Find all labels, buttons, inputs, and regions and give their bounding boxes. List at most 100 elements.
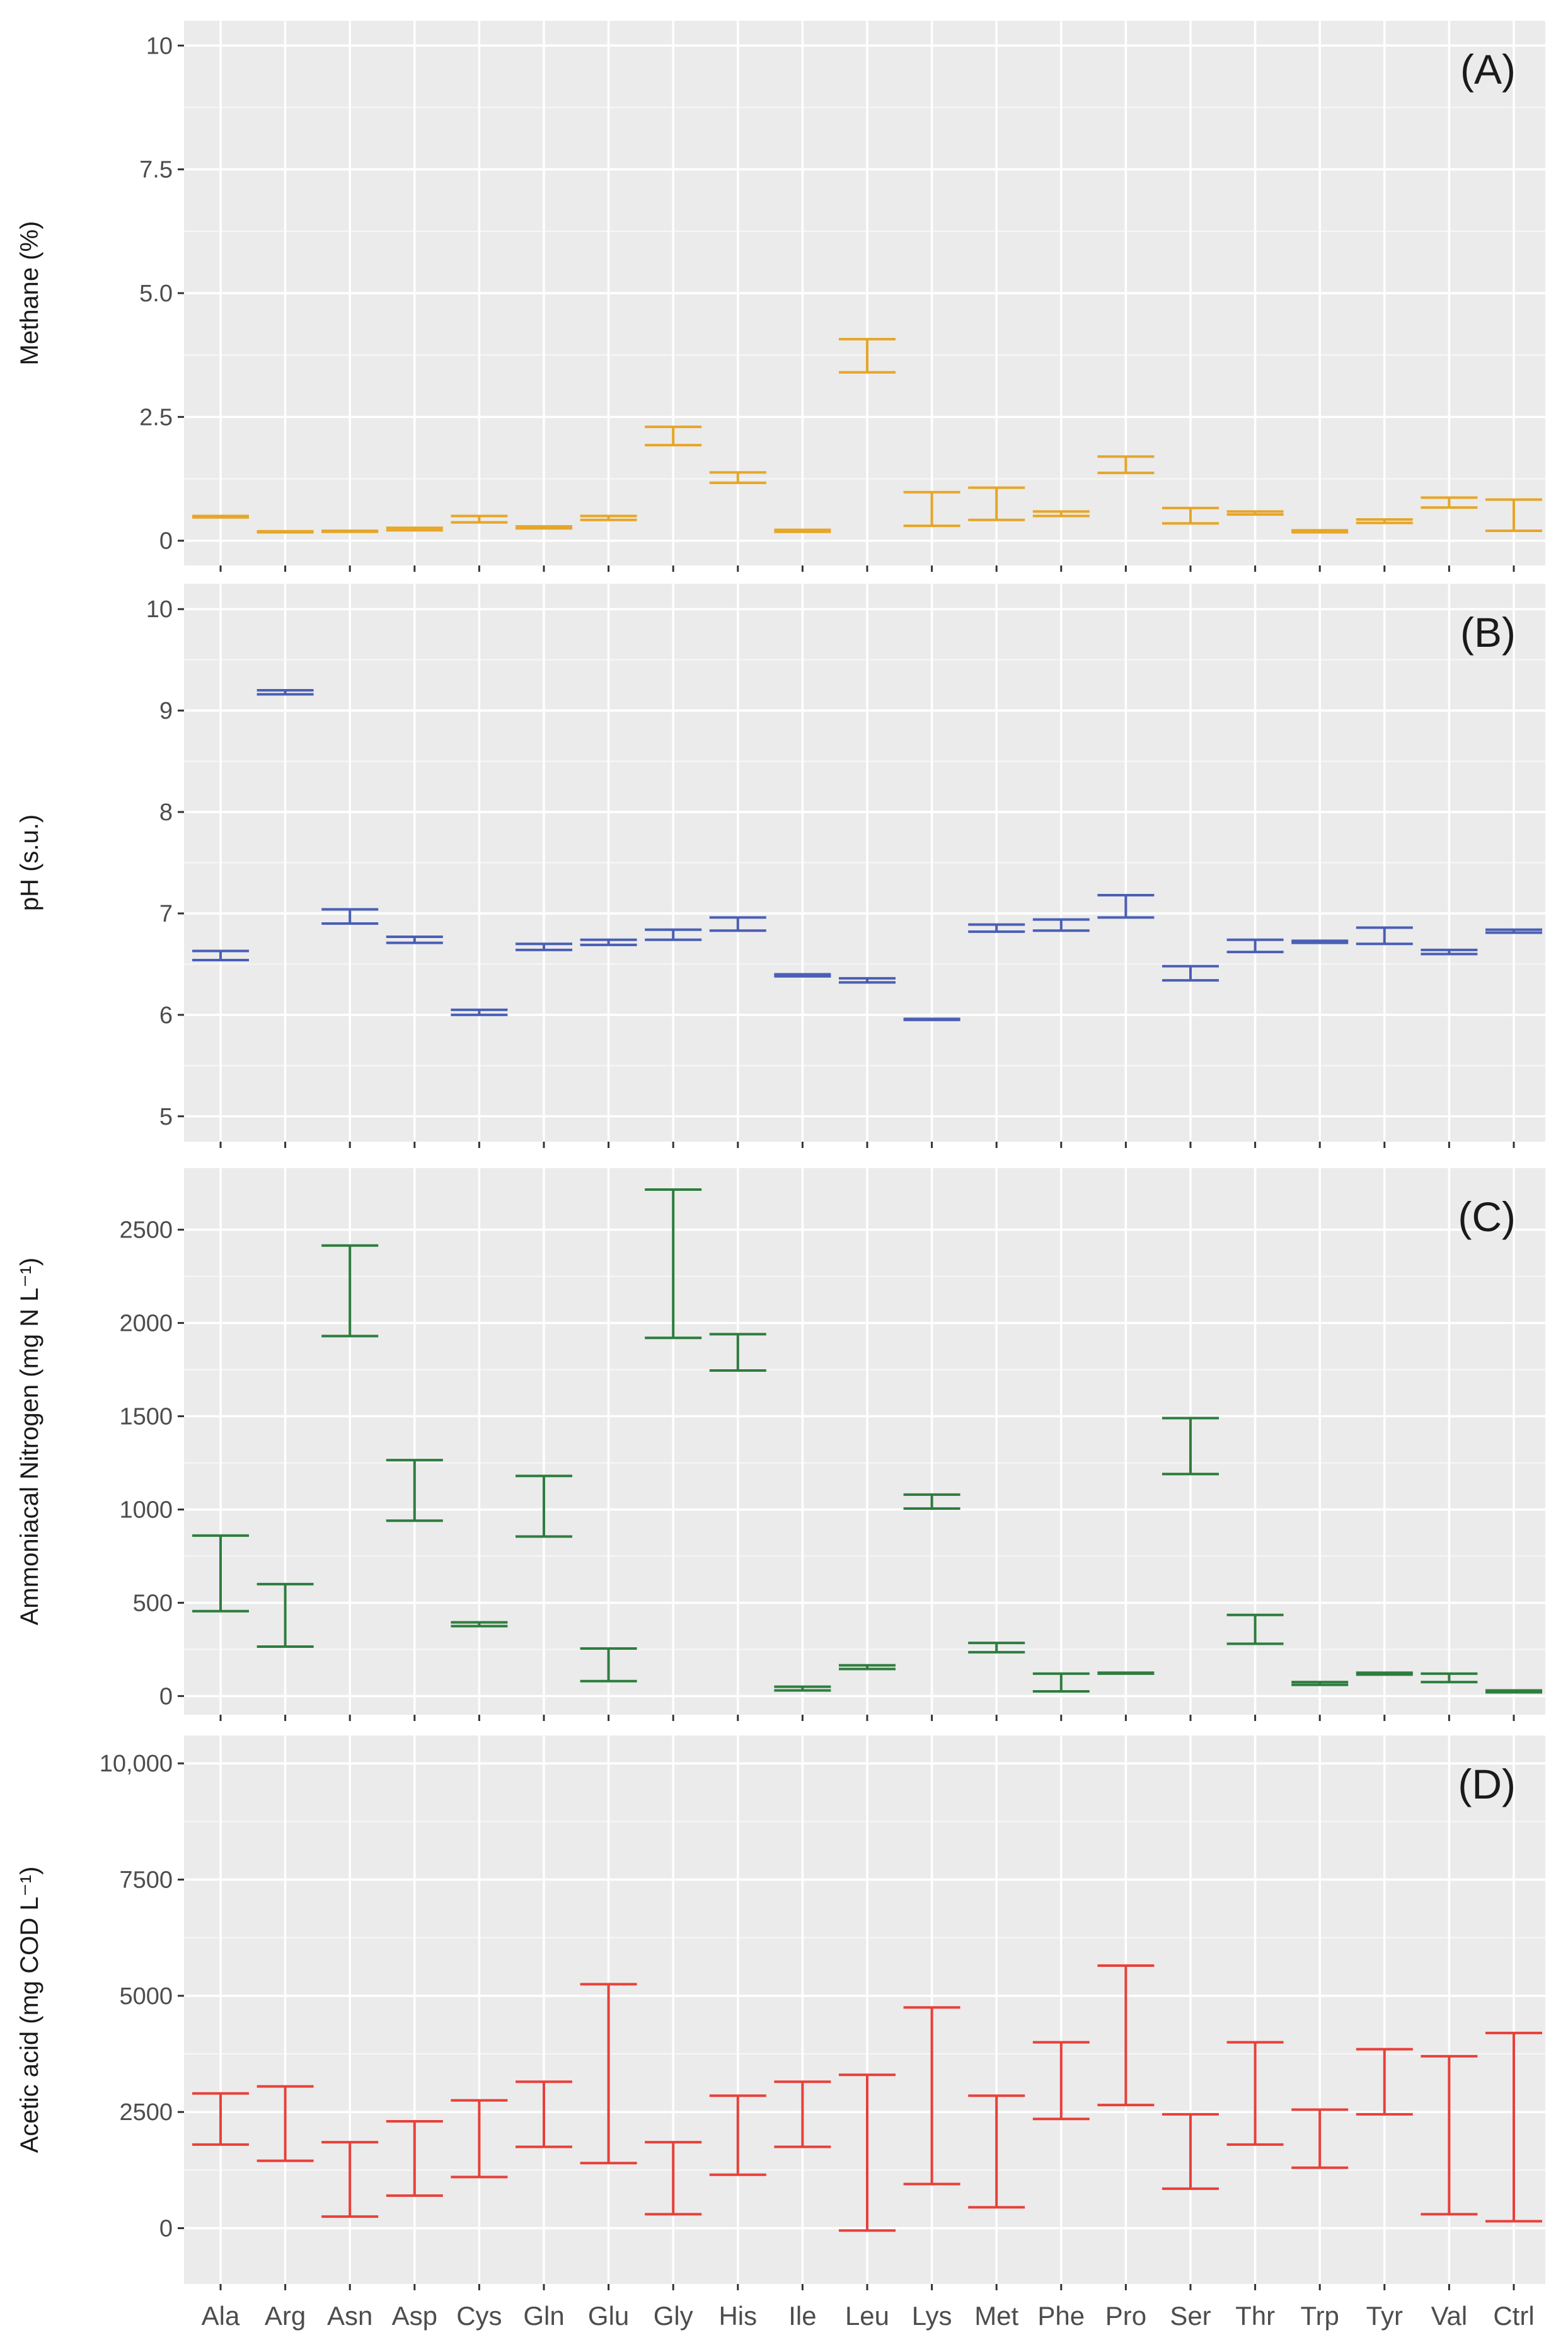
errorbar-arg — [257, 1582, 314, 1648]
errorbar-pro — [1097, 455, 1155, 475]
panel-background — [184, 1168, 1545, 1715]
panel-background — [184, 1736, 1545, 2284]
y-tick-label: 5 — [159, 1104, 173, 1130]
y-tick-label: 6 — [159, 1002, 173, 1029]
errorbar-asp — [386, 526, 443, 532]
errorbar-ala — [192, 514, 249, 519]
errorbar-thr — [1226, 2041, 1284, 2146]
errorbar-cys — [451, 2099, 508, 2179]
x-tick-label-val: Val — [1431, 2301, 1468, 2331]
errorbar-tyr — [1356, 1671, 1413, 1676]
y-tick-label: 0 — [159, 528, 173, 555]
errorbar-gln — [516, 2080, 572, 2148]
panel-b: 5 6 7 8 9 10 pH (s.u.) (B) — [16, 584, 1545, 1148]
errorbar-tyr — [1356, 518, 1413, 524]
errorbar-asn — [321, 530, 379, 533]
errorbar-phe — [1032, 1672, 1090, 1693]
errorbar-met — [968, 486, 1025, 521]
errorbar-leu — [839, 1664, 896, 1671]
y-tick-label: 10 — [146, 33, 173, 59]
y-tick-label: 1500 — [119, 1404, 173, 1430]
errorbar-ala — [192, 949, 249, 961]
x-tick-label-ser: Ser — [1170, 2301, 1211, 2331]
panel-label: (D) — [1458, 1761, 1516, 1807]
panel-d: 0 2500 5000 7500 10,000 Acetic acid (mg COD L… — [16, 1736, 1545, 2290]
errorbar-met — [968, 2094, 1025, 2209]
errorbar-thr — [1226, 938, 1284, 954]
errorbar-ctrl — [1485, 2031, 1542, 2223]
errorbar-ctrl — [1485, 928, 1542, 934]
errorbar-trp — [1291, 1681, 1349, 1686]
x-tick-label-leu: Leu — [845, 2301, 889, 2331]
errorbar-val — [1421, 1672, 1478, 1684]
y-tick-label: 2500 — [119, 1217, 173, 1244]
y-tick-label: 1000 — [119, 1497, 173, 1524]
y-tick-label: 7.5 — [139, 157, 173, 183]
y-tick-label: 0 — [159, 1683, 173, 1710]
errorbar-val — [1421, 496, 1478, 509]
x-tick-label-phe: Phe — [1037, 2301, 1085, 2331]
errorbar-met — [968, 1642, 1025, 1654]
y-tick-label: 0 — [159, 2216, 173, 2242]
y-axis-title: Acetic acid (mg COD L⁻¹) — [16, 1867, 43, 2153]
errorbar-trp — [1291, 2108, 1349, 2169]
errorbar-phe — [1032, 510, 1090, 518]
x-tick-label-ctrl: Ctrl — [1493, 2301, 1534, 2331]
errorbar-trp — [1291, 939, 1349, 944]
x-tick-label-his: His — [718, 2301, 757, 2331]
errorbar-gly — [645, 426, 702, 447]
errorbar-cys — [451, 1008, 508, 1016]
errorbar-his — [709, 1333, 766, 1372]
errorbar-leu — [839, 338, 896, 374]
x-tick-label-cys: Cys — [456, 2301, 502, 2331]
x-tick-label-asp: Asp — [392, 2301, 437, 2331]
errorbar-glu — [580, 938, 637, 946]
panel-c: 0 500 1000 1500 2000 2500 Ammoniacal Nitrogen … — [16, 1168, 1545, 1721]
errorbar-arg — [257, 530, 314, 534]
errorbar-pro — [1097, 893, 1155, 919]
y-tick-label: 8 — [159, 799, 173, 826]
errorbar-glu — [580, 1983, 637, 2165]
x-tick-label-tyr: Tyr — [1366, 2301, 1403, 2331]
errorbar-val — [1421, 948, 1478, 956]
errorbar-asn — [321, 2141, 379, 2218]
errorbar-ser — [1162, 506, 1219, 525]
x-tick-label-glu: Glu — [588, 2301, 629, 2331]
errorbar-asp — [386, 1459, 443, 1522]
errorbar-ser — [1162, 2112, 1219, 2190]
errorbar-his — [709, 916, 766, 932]
x-tick-label-met: Met — [974, 2301, 1018, 2331]
x-tick-label-thr: Thr — [1235, 2301, 1275, 2331]
errorbar-lys — [903, 2006, 960, 2186]
errorbar-lys — [903, 490, 960, 528]
x-tick-label-ile: Ile — [788, 2301, 816, 2331]
y-tick-label: 500 — [133, 1590, 173, 1616]
errorbar-asp — [386, 2119, 443, 2197]
errorbar-ctrl — [1485, 498, 1542, 533]
errorbar-ser — [1162, 1417, 1219, 1476]
errorbar-lys — [903, 1493, 960, 1510]
errorbar-leu — [839, 976, 896, 984]
errorbar-pro — [1097, 1671, 1155, 1675]
errorbar-asn — [321, 1244, 379, 1338]
errorbar-asn — [321, 908, 379, 925]
x-tick-label-pro: Pro — [1105, 2301, 1146, 2331]
errorbar-his — [709, 2094, 766, 2176]
errorbar-cys — [451, 514, 508, 524]
errorbar-gln — [516, 524, 572, 530]
errorbar-tyr — [1356, 2048, 1413, 2116]
errorbar-ser — [1162, 965, 1219, 982]
panel-a: 0 2.5 5.0 7.5 10 Methane (%) (A) — [16, 21, 1545, 572]
x-tick-label-trp: Trp — [1300, 2301, 1339, 2331]
errorbar-ctrl — [1485, 1689, 1542, 1694]
errorbar-gly — [645, 1188, 702, 1340]
errorbar-phe — [1032, 918, 1090, 932]
errorbar-gln — [516, 942, 572, 951]
errorbar-phe — [1032, 2041, 1090, 2121]
x-tick-label-arg: Arg — [265, 2301, 306, 2331]
y-tick-label: 2500 — [119, 2099, 173, 2126]
errorbar-val — [1421, 2054, 1478, 2216]
errorbar-glu — [580, 514, 637, 521]
x-tick-label-gly: Gly — [654, 2301, 693, 2331]
errorbar-gly — [645, 928, 702, 941]
